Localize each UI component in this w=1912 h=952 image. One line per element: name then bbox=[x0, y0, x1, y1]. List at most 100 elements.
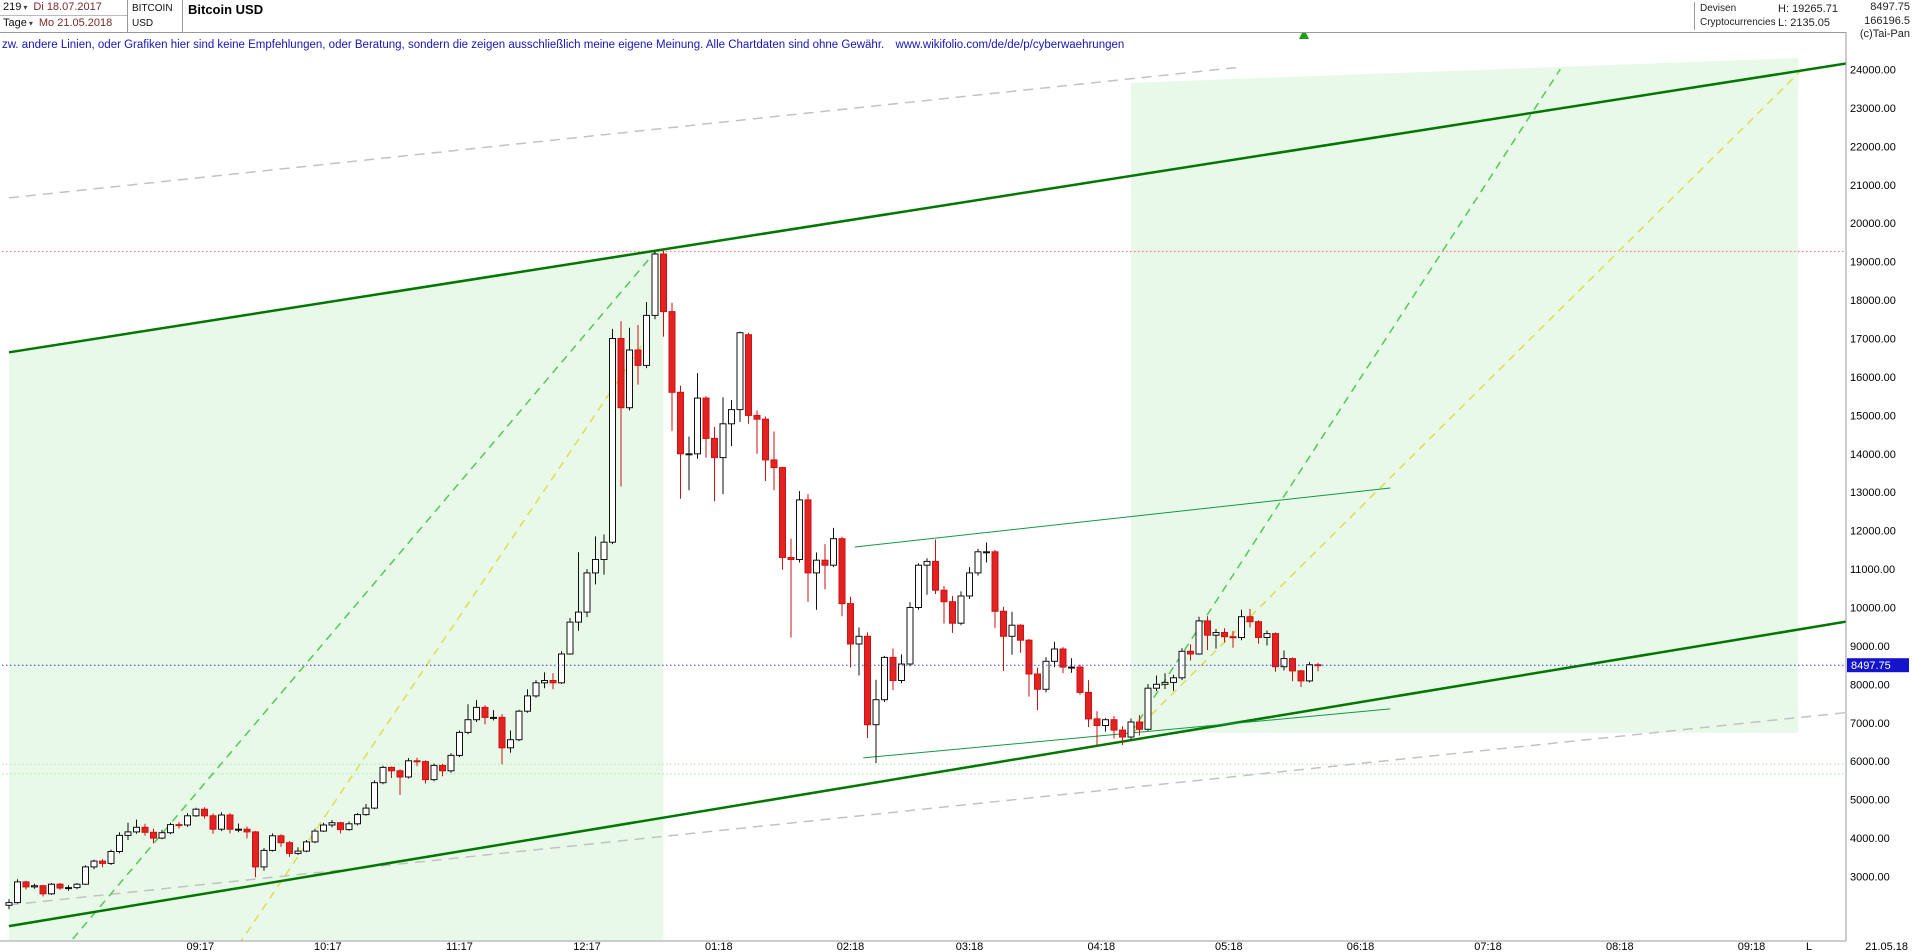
main-channel-bottom bbox=[8, 620, 1846, 928]
channel-fill-left bbox=[9, 250, 664, 940]
candle-body bbox=[685, 453, 693, 456]
candle-body bbox=[1212, 632, 1220, 636]
candle-body bbox=[133, 826, 140, 833]
candle-body bbox=[974, 551, 982, 574]
candle-body bbox=[456, 731, 463, 756]
candle-body bbox=[303, 841, 310, 852]
candle-body bbox=[779, 467, 786, 559]
candles-layer bbox=[5, 250, 1322, 910]
candle-body bbox=[1161, 681, 1169, 685]
candle-body bbox=[821, 559, 829, 566]
candle-body bbox=[796, 499, 803, 560]
candle-body bbox=[73, 883, 81, 889]
candle-body bbox=[770, 459, 778, 469]
candle-body bbox=[124, 831, 132, 836]
thin-support-line bbox=[863, 708, 1391, 759]
candle-body bbox=[235, 828, 242, 831]
candle-body bbox=[532, 682, 540, 697]
candle-body bbox=[1229, 636, 1237, 639]
gray-dashed-channel-bottom bbox=[8, 711, 1846, 906]
bars-count-value: 219 bbox=[3, 1, 22, 13]
candle-body bbox=[1272, 633, 1279, 668]
candle-body bbox=[1051, 648, 1058, 662]
candle-body bbox=[22, 881, 30, 888]
symbol-code-cell: BITCOIN USD bbox=[128, 0, 183, 33]
candle-body bbox=[277, 835, 285, 844]
period-dropdown[interactable]: Tage ▾ bbox=[3, 16, 33, 31]
candle-body bbox=[439, 764, 446, 772]
candle-body bbox=[1144, 687, 1152, 730]
category-line1: Devisen bbox=[1700, 3, 1737, 14]
y-tick-label: 7000.00 bbox=[1850, 718, 1890, 730]
channel-fill-right bbox=[1131, 58, 1799, 733]
last-price-value: 8497.75 bbox=[1870, 1, 1910, 13]
category-block: Devisen Cryptocurrencies bbox=[1694, 2, 1776, 30]
candle-body bbox=[966, 572, 973, 597]
last-price-tag-label: 8497.75 bbox=[1851, 660, 1891, 672]
candle-body bbox=[184, 815, 191, 826]
y-tick-label: 16000.00 bbox=[1850, 372, 1896, 384]
candle-body bbox=[524, 695, 531, 712]
y-tick-label: 10000.00 bbox=[1850, 603, 1896, 615]
candle-body bbox=[388, 766, 395, 772]
candle-body bbox=[371, 782, 378, 809]
candle-body bbox=[413, 760, 421, 763]
bars-count-dropdown[interactable]: 219 ▾ bbox=[3, 0, 27, 15]
candle-body bbox=[881, 656, 888, 701]
candle-body bbox=[320, 824, 327, 832]
y-tick-label: 22000.00 bbox=[1850, 141, 1896, 153]
candle-body bbox=[583, 572, 591, 613]
candle-body bbox=[141, 826, 149, 833]
y-tick-label: 5000.00 bbox=[1850, 795, 1890, 807]
candle-body bbox=[609, 338, 616, 543]
candle-body bbox=[1093, 718, 1101, 727]
candle-body bbox=[150, 831, 157, 839]
candle-body bbox=[787, 557, 795, 560]
x-tick-label: 02:18 bbox=[837, 941, 865, 952]
candle-body bbox=[617, 338, 625, 409]
candle-body bbox=[906, 607, 914, 665]
candle-body bbox=[328, 822, 336, 826]
candle-body bbox=[1068, 666, 1075, 669]
candle-body bbox=[736, 332, 744, 411]
yellow-dashed-uptrend-2017 bbox=[240, 331, 652, 941]
candle-body bbox=[311, 830, 319, 843]
y-tick-label: 17000.00 bbox=[1850, 334, 1896, 346]
candle-body bbox=[1280, 658, 1288, 668]
category-line2: Cryptocurrencies bbox=[1700, 17, 1776, 28]
candle-body bbox=[694, 397, 701, 455]
x-tick-label: 09:18 bbox=[1738, 941, 1766, 952]
candle-body bbox=[209, 815, 217, 830]
candle-body bbox=[48, 883, 55, 895]
x-tick-label: 07:18 bbox=[1474, 941, 1502, 952]
candle-body bbox=[660, 253, 667, 313]
main-channel-top bbox=[8, 62, 1846, 354]
last-price-tag: 8497.75 bbox=[1847, 658, 1909, 673]
candle-body bbox=[1042, 660, 1050, 690]
candle-body bbox=[252, 831, 259, 868]
x-tick-label: 08:18 bbox=[1606, 941, 1634, 952]
candle-body bbox=[1255, 621, 1262, 639]
y-tick-label: 24000.00 bbox=[1850, 65, 1896, 77]
candle-body bbox=[226, 814, 234, 830]
candle-body bbox=[558, 653, 565, 684]
chevron-down-icon: ▾ bbox=[28, 19, 33, 28]
symbol-code-line2: USD bbox=[132, 18, 154, 29]
candle-body bbox=[1187, 650, 1194, 655]
candle-body bbox=[1127, 721, 1135, 738]
candle-body bbox=[1263, 633, 1271, 638]
candle-body bbox=[541, 680, 548, 684]
candle-body bbox=[940, 589, 948, 603]
y-tick-label: 12000.00 bbox=[1850, 526, 1896, 538]
candle-body bbox=[898, 663, 905, 681]
disclaimer-main: zw. andere Linien, oder Grafiken hier si… bbox=[2, 39, 885, 51]
candle-body bbox=[464, 719, 472, 733]
y-tick-label: 20000.00 bbox=[1850, 218, 1896, 230]
candle-body bbox=[719, 423, 727, 459]
y-tick-label: 11000.00 bbox=[1850, 564, 1895, 576]
y-tick-label: 23000.00 bbox=[1850, 103, 1896, 115]
candle-body bbox=[889, 656, 897, 682]
candle-body bbox=[286, 842, 293, 854]
candle-body bbox=[90, 860, 98, 868]
